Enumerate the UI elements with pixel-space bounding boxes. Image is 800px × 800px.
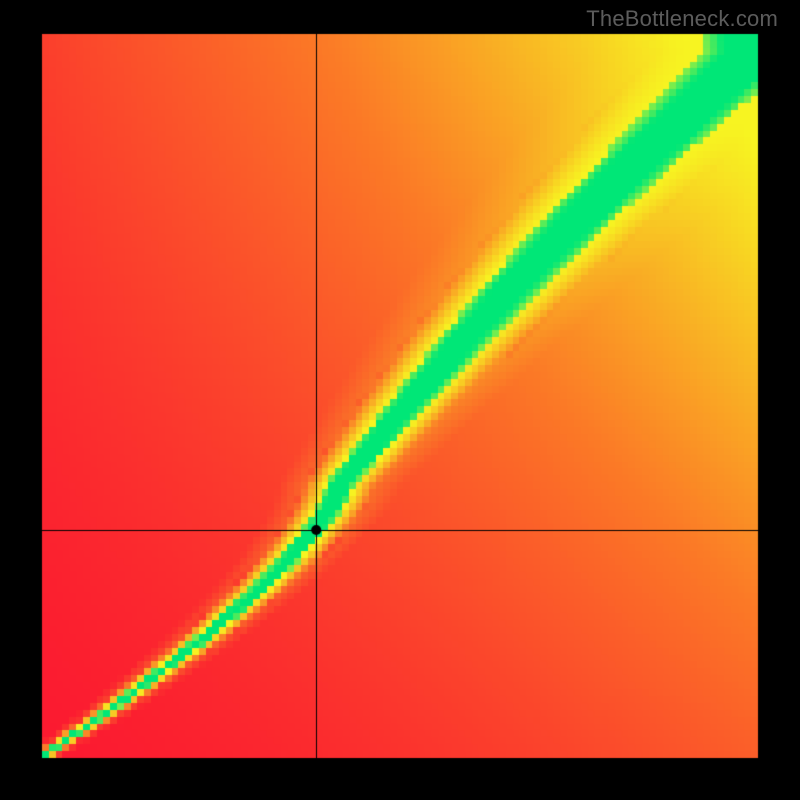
watermark-text: TheBottleneck.com <box>586 6 778 32</box>
bottleneck-heatmap-canvas <box>0 0 800 800</box>
chart-container: TheBottleneck.com <box>0 0 800 800</box>
